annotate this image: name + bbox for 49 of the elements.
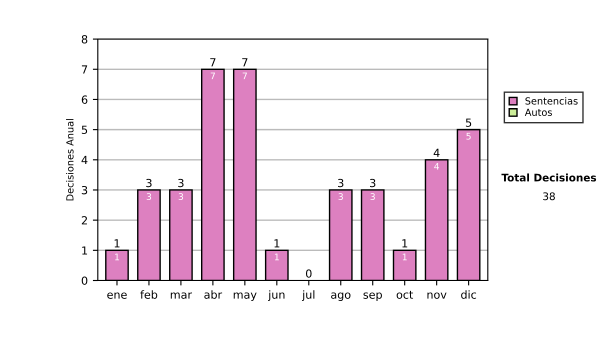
y-tick-label: 1 <box>82 246 88 255</box>
total-label: 5 <box>466 118 472 127</box>
total-label: 1 <box>274 239 280 248</box>
total-label: 3 <box>178 178 184 188</box>
data-label: 3 <box>338 193 343 200</box>
x-tick-label: dic <box>461 290 476 299</box>
y-tick-label: 2 <box>82 216 87 224</box>
y-tick-label: 0 <box>82 276 88 285</box>
x-tick-label: jun <box>268 290 284 301</box>
text: Total Decisiones <box>501 173 596 182</box>
total-label: 7 <box>210 58 216 66</box>
x-tick-label: abr <box>204 290 222 299</box>
legend-label: Sentencias <box>525 97 578 105</box>
y-tick-label: 8 <box>82 35 88 44</box>
y-tick-label: 4 <box>82 156 88 164</box>
total-label: 3 <box>338 178 344 188</box>
data-label: 7 <box>242 72 247 80</box>
x-tick-label: feb <box>140 290 158 299</box>
data-label: 1 <box>115 254 120 260</box>
data-label: 3 <box>146 193 152 200</box>
data-label: 3 <box>370 193 375 200</box>
x-tick-label: ago <box>331 292 350 301</box>
x-tick-label: nov <box>427 292 447 299</box>
data-label: 3 <box>178 193 184 200</box>
y-axis-title: Decisiones Anual <box>66 119 74 200</box>
x-tick-label: may <box>234 292 257 301</box>
text: 38 <box>543 192 555 200</box>
x-tick-label: mar <box>170 292 192 299</box>
data-label: 1 <box>274 254 279 260</box>
total-label: 0 <box>306 269 312 278</box>
data-label: 5 <box>466 132 471 140</box>
total-label: 7 <box>242 58 248 66</box>
x-tick-label: ene <box>107 292 127 299</box>
x-tick-label: sep <box>363 292 382 301</box>
total-label: 3 <box>370 178 376 188</box>
total-label: 1 <box>114 239 120 248</box>
total-label: 4 <box>434 148 440 157</box>
total-label: 3 <box>146 178 152 188</box>
x-tick-label: jul <box>302 290 314 301</box>
x-tick-label: oct <box>396 290 414 299</box>
data-label: 1 <box>402 254 407 260</box>
data-label: 4 <box>434 163 440 170</box>
legend-label: Autos <box>524 108 552 116</box>
y-tick-label: 7 <box>82 65 88 74</box>
data-label: 7 <box>210 72 215 80</box>
y-tick-label: 3 <box>82 186 88 194</box>
total-label: 1 <box>402 239 408 248</box>
y-tick-label: 6 <box>82 95 88 104</box>
y-tick-label: 5 <box>82 126 88 134</box>
